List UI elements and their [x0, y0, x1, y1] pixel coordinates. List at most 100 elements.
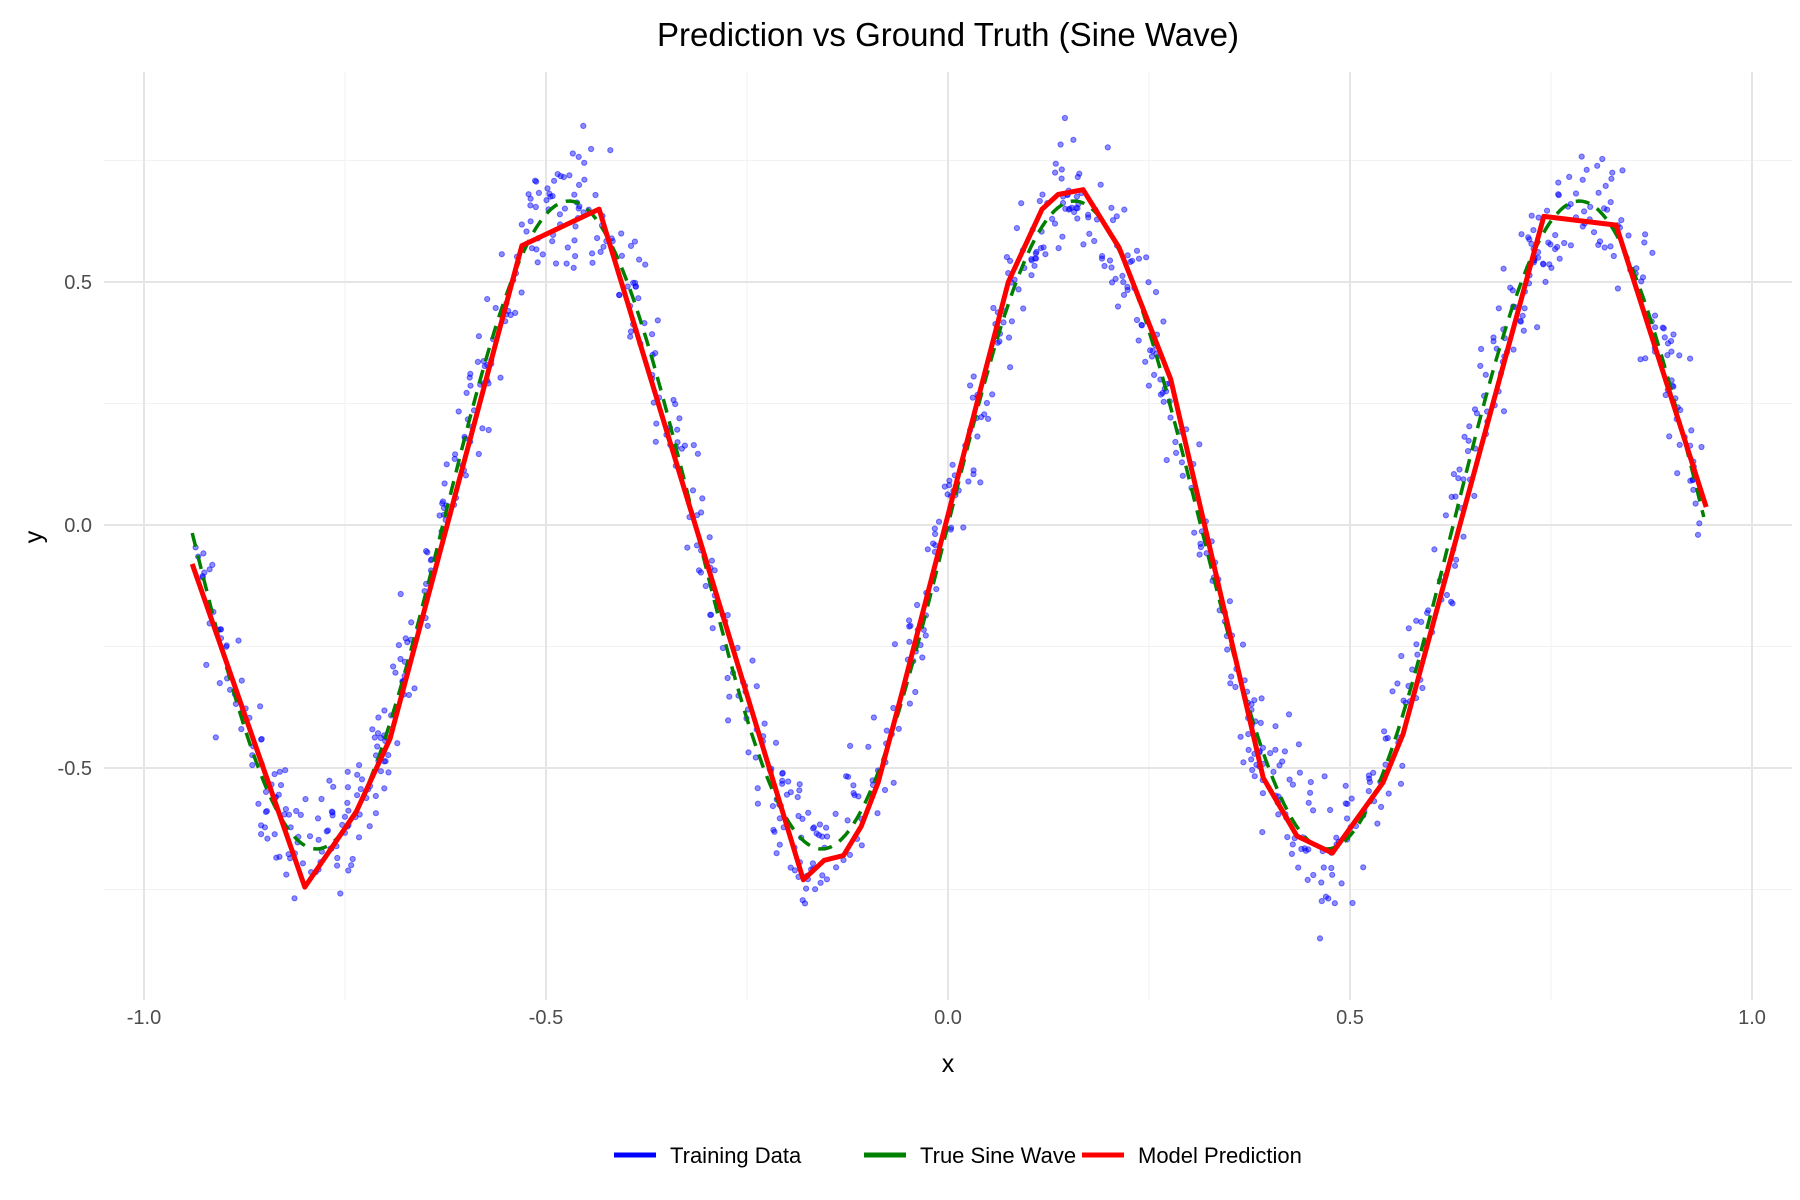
training-data-point: [528, 245, 536, 252]
training-data-point: [906, 623, 913, 630]
training-data-point: [1057, 141, 1064, 148]
training-data-point: [1461, 433, 1468, 440]
training-data-point: [779, 770, 786, 777]
training-data-point: [424, 622, 431, 630]
training-data-point: [1510, 346, 1517, 353]
training-data-point: [706, 534, 713, 541]
training-data-point: [990, 304, 997, 312]
training-data-point: [1085, 214, 1092, 221]
training-data-point: [707, 611, 714, 619]
training-data-point: [1595, 189, 1602, 196]
training-data-point: [576, 181, 583, 188]
training-data-point: [1443, 591, 1451, 599]
training-data-point: [455, 408, 462, 415]
training-data-point: [883, 727, 890, 734]
training-data-point: [906, 700, 914, 707]
training-data-point: [223, 642, 230, 649]
training-data-point: [1419, 684, 1426, 692]
training-data-point: [1020, 305, 1027, 312]
training-data-point: [1418, 618, 1425, 626]
training-data-point: [589, 250, 596, 257]
training-data-point: [329, 809, 336, 816]
training-data-point: [1674, 470, 1681, 477]
training-data-point: [787, 789, 794, 796]
training-data-point: [1248, 701, 1255, 708]
training-data-point: [1106, 257, 1114, 264]
x-axis-ticks: -1.0 -0.5 0.0 0.5 1.0: [127, 1007, 1766, 1029]
training-data-point: [1224, 646, 1231, 653]
training-data-point: [1490, 338, 1497, 345]
training-data-point: [676, 415, 683, 422]
training-data-point: [1466, 423, 1473, 430]
training-data-point: [1251, 773, 1258, 780]
training-data-point: [1676, 352, 1683, 359]
training-data-point: [547, 193, 554, 200]
training-data-point: [466, 374, 473, 381]
training-data-point: [315, 836, 322, 843]
training-data-point: [1295, 741, 1303, 748]
training-data-point: [1555, 191, 1562, 198]
training-data-point: [1051, 220, 1059, 227]
training-data-point: [1270, 768, 1277, 775]
training-data-point: [1003, 254, 1011, 261]
legend-item: True Sine Wave: [864, 1143, 1076, 1168]
y-tick-label: 0.0: [64, 515, 92, 537]
training-data-point: [1668, 348, 1675, 355]
training-data-point: [1471, 406, 1479, 413]
training-data-point: [1595, 241, 1602, 248]
true-sine-wave-line: [190, 199, 1706, 851]
x-axis-label: x: [942, 1050, 955, 1078]
training-data-point: [932, 530, 939, 538]
training-data-point: [931, 525, 938, 532]
training-data-point: [544, 185, 551, 192]
training-data-point: [773, 850, 780, 857]
training-data-point: [1649, 249, 1656, 256]
training-data-point: [1400, 697, 1407, 704]
training-data-point: [1641, 239, 1648, 246]
training-data-point: [1452, 493, 1459, 500]
training-data-point: [1058, 166, 1065, 173]
training-data-point: [809, 860, 817, 867]
y-tick-label: -0.5: [58, 758, 92, 780]
training-data-point: [1061, 114, 1069, 122]
training-data-point: [337, 890, 344, 897]
training-data-point: [277, 782, 285, 789]
training-data-point: [563, 260, 570, 267]
training-data-point: [642, 261, 649, 268]
training-data-point: [381, 785, 388, 792]
training-data-point: [881, 786, 889, 794]
training-data-point: [1286, 776, 1293, 783]
training-data-point: [850, 782, 857, 789]
training-data-point: [1601, 244, 1608, 251]
training-data-point: [271, 771, 278, 778]
training-data-point: [443, 461, 450, 468]
training-data-point: [1119, 272, 1126, 279]
training-data-point: [1495, 305, 1502, 312]
training-data-point: [1109, 279, 1116, 286]
training-data-point: [1572, 190, 1580, 197]
training-data-point: [330, 783, 337, 790]
training-data-point: [597, 248, 604, 255]
training-data-point: [1135, 337, 1142, 344]
training-data-point: [1520, 327, 1527, 334]
training-data-point: [535, 189, 543, 196]
training-data-point: [1664, 352, 1671, 359]
training-data-point: [974, 433, 981, 440]
training-data-point: [970, 373, 977, 380]
training-data-point: [561, 205, 569, 212]
training-data-point: [1039, 191, 1046, 198]
training-data-point: [395, 642, 402, 649]
training-data-point: [1465, 437, 1472, 444]
training-data-point: [1608, 175, 1615, 182]
training-data-point: [819, 872, 826, 879]
training-data-point: [390, 663, 397, 670]
training-data-point: [724, 612, 731, 619]
training-data-point: [1687, 355, 1694, 362]
training-data-point: [1676, 441, 1683, 448]
training-data-point: [754, 800, 762, 807]
training-data-point: [817, 879, 824, 886]
training-data-point: [618, 230, 625, 237]
training-data-point: [1296, 769, 1304, 776]
training-data-point: [1604, 206, 1611, 213]
training-data-point: [870, 714, 878, 721]
